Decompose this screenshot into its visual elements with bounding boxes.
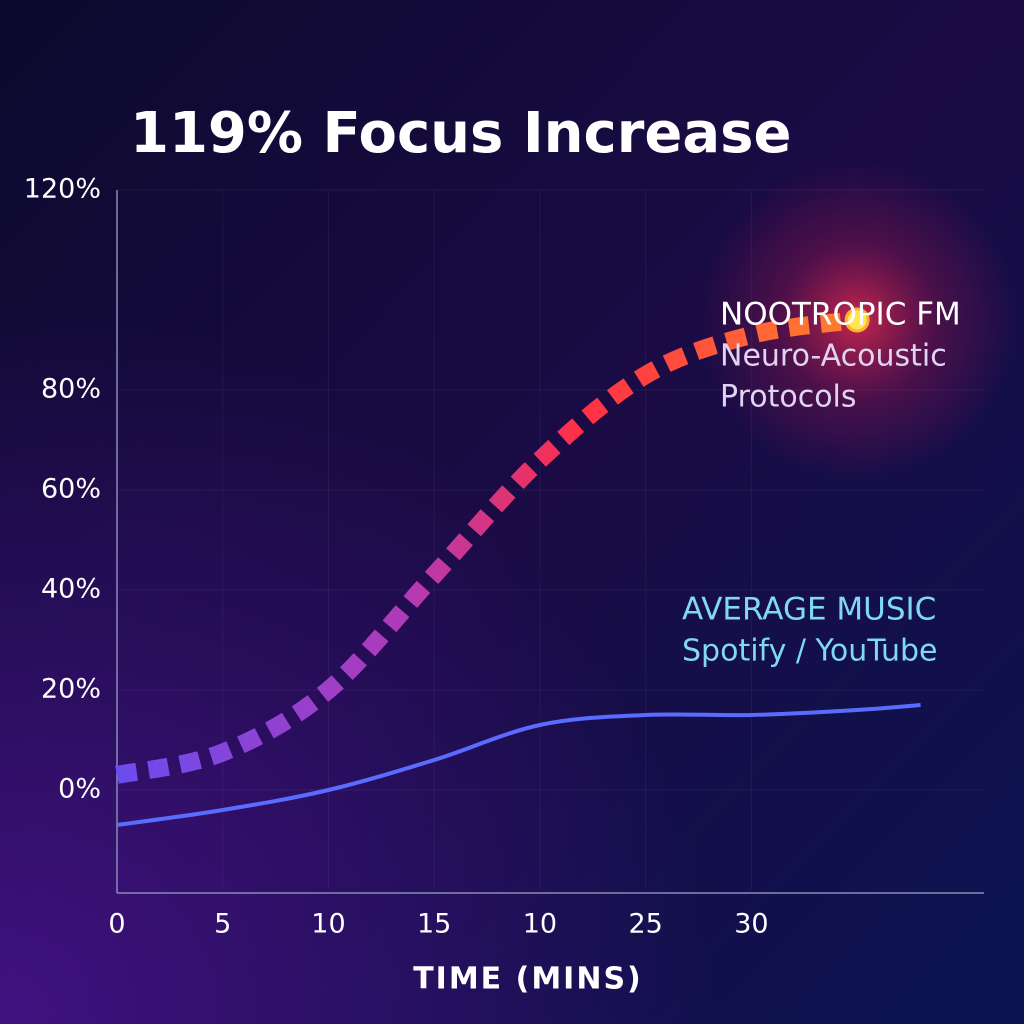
x-tick-label: 0 bbox=[108, 909, 125, 940]
x-tick-label: 15 bbox=[417, 909, 451, 940]
x-tick-label: 10 bbox=[523, 909, 557, 940]
y-tick-label: 120% bbox=[24, 174, 101, 205]
x-tick-label: 5 bbox=[214, 909, 231, 940]
legend-name: NOOTROPIC FM bbox=[720, 297, 961, 333]
x-tick-label: 30 bbox=[734, 909, 768, 940]
x-axis-label: TIME (MINS) bbox=[413, 962, 643, 997]
end-point bbox=[844, 307, 870, 333]
legend-name: AVERAGE MUSIC bbox=[682, 592, 936, 628]
chart-title: 119% Focus Increase bbox=[130, 101, 791, 166]
x-tick-label: 25 bbox=[628, 909, 662, 940]
legend-description: Neuro-Acoustic bbox=[720, 339, 947, 374]
y-tick-label: 0% bbox=[58, 774, 101, 805]
legend-description: Protocols bbox=[720, 380, 857, 415]
legend-description: Spotify / YouTube bbox=[682, 634, 938, 669]
plot: 120% 80% 60% 40% 20% 0% 0 5 10 15 10 25 30 NOOTROPIC … bbox=[24, 160, 1018, 940]
series-line bbox=[115, 311, 859, 784]
y-tick-label: 80% bbox=[41, 374, 101, 405]
y-tick-label: 40% bbox=[41, 574, 101, 605]
series-line bbox=[116, 703, 921, 827]
x-tick-label: 10 bbox=[311, 909, 345, 940]
y-tick-label: 60% bbox=[41, 474, 101, 505]
y-tick-label: 20% bbox=[41, 674, 101, 705]
